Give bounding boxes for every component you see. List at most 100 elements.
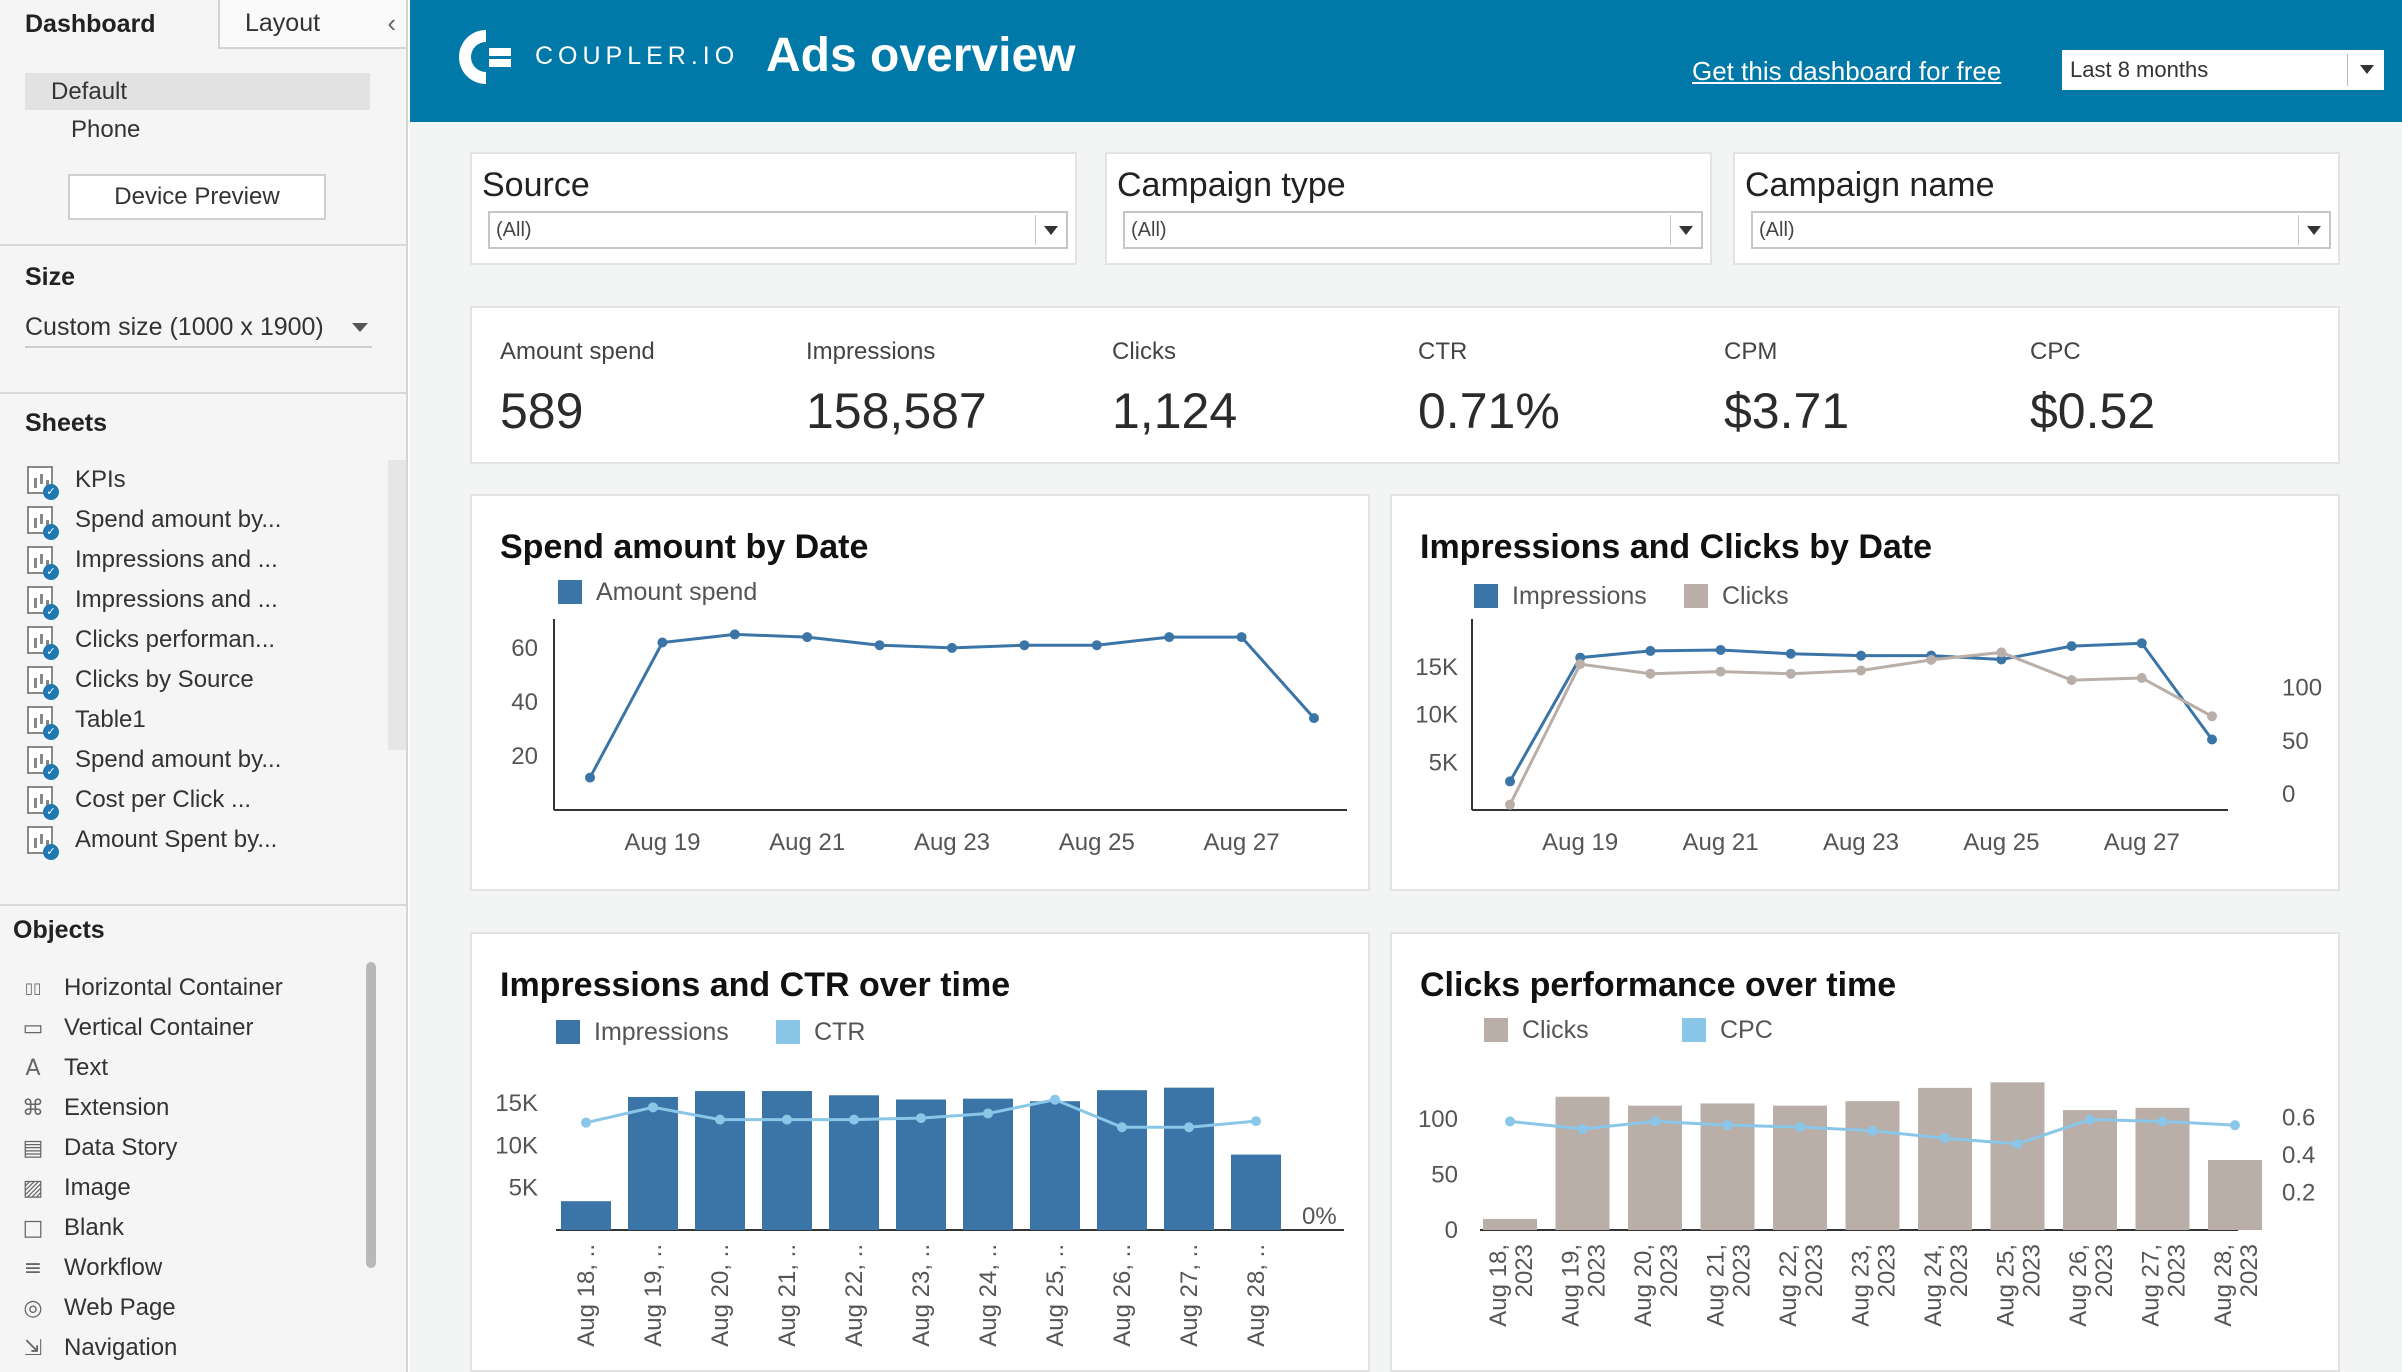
y-tick-label: 20 xyxy=(511,743,538,770)
x-tick-label: 2023 xyxy=(1874,1244,1901,1297)
bar-clicks xyxy=(1483,1218,1537,1230)
device-preview-button[interactable]: Device Preview xyxy=(68,174,326,220)
sheets-scrollbar[interactable] xyxy=(388,460,406,750)
kpi-impressions: Impressions 158,587 xyxy=(806,338,987,440)
bar-impressions xyxy=(628,1096,678,1230)
bar-impressions xyxy=(762,1091,812,1230)
bar-impressions xyxy=(1164,1087,1214,1230)
object-item[interactable]: ▭ Vertical Container xyxy=(20,1010,254,1046)
sheet-item[interactable]: ✓ Clicks by Source xyxy=(27,662,254,700)
data-point xyxy=(2207,734,2217,745)
dashboard-header: COUPLER.IO Ads overview Get this dashboa… xyxy=(410,0,2402,122)
object-item[interactable]: ⌘ Extension xyxy=(20,1090,169,1126)
size-select[interactable]: Custom size (1000 x 1900) xyxy=(25,308,372,348)
legend-swatch xyxy=(1684,584,1708,608)
x-tick-label: 2023 xyxy=(1801,1244,1828,1297)
dashboard-canvas: COUPLER.IO Ads overview Get this dashboa… xyxy=(410,0,2402,1372)
kpi-ctr: CTR 0.71% xyxy=(1418,338,1560,440)
page-title: Ads overview xyxy=(766,29,1076,82)
filter-campaign-type-select[interactable]: (All) xyxy=(1123,211,1703,249)
object-item[interactable]: ⇲ Navigation xyxy=(20,1330,178,1366)
sheet-item[interactable]: ✓ Spend amount by... xyxy=(27,742,281,780)
x-tick-label: Aug 25 xyxy=(1963,829,2039,856)
data-point xyxy=(1050,1094,1060,1105)
y2-tick-label: 0.2 xyxy=(2282,1180,2315,1207)
data-point xyxy=(1184,1122,1194,1133)
data-story-icon: ▤ xyxy=(22,1135,44,1161)
object-item[interactable]: ▤ Data Story xyxy=(20,1130,178,1166)
tab-dashboard[interactable]: Dashboard xyxy=(0,0,218,49)
sheet-item[interactable]: ✓ Impressions and ... xyxy=(27,582,278,620)
sheet-chart-icon: ✓ xyxy=(27,586,59,620)
kpi-label: Amount spend xyxy=(500,338,655,365)
sheet-item[interactable]: ✓ Amount Spent by... xyxy=(27,822,277,860)
bar-clicks xyxy=(2063,1110,2117,1230)
y2-tick-label: 0 xyxy=(2282,781,2295,808)
device-default[interactable]: Default xyxy=(25,73,370,110)
object-item-label: Blank xyxy=(64,1214,125,1241)
data-point xyxy=(2136,638,2147,649)
object-item-label: Text xyxy=(64,1054,109,1081)
filter-campaign-name-label: Campaign name xyxy=(1745,166,1995,204)
x-tick-label: Aug 20, xyxy=(1630,1244,1657,1327)
device-phone[interactable]: Phone xyxy=(71,115,141,143)
chart-title: Impressions and CTR over time xyxy=(500,966,1011,1004)
size-select-value: Custom size (1000 x 1900) xyxy=(25,312,324,341)
object-item-label: Image xyxy=(64,1174,131,1201)
kpi-label: Impressions xyxy=(806,338,936,365)
check-badge-icon: ✓ xyxy=(43,724,59,740)
filter-campaign-name: Campaign name (All) xyxy=(1733,152,2340,265)
object-item[interactable]: □ Blank xyxy=(20,1210,124,1246)
filter-source-select[interactable]: (All) xyxy=(488,211,1068,249)
data-point xyxy=(1164,632,1175,643)
sheet-item[interactable]: ✓ Cost per Click ... xyxy=(27,782,252,820)
image-icon: ▨ xyxy=(22,1175,44,1201)
sheet-item-label: Cost per Click ... xyxy=(75,786,252,813)
extension-icon: ⌘ xyxy=(22,1095,44,1121)
y-tick-label: 40 xyxy=(511,689,538,716)
x-tick-label: Aug 22, .. xyxy=(841,1244,868,1347)
sheet-item[interactable]: ✓ Spend amount by... xyxy=(27,502,281,540)
chevron-down-icon xyxy=(2360,65,2374,74)
x-tick-label: 2023 xyxy=(2164,1244,2191,1297)
collapse-panel-icon[interactable]: ‹ xyxy=(387,8,396,38)
sheet-item[interactable]: ✓ Clicks performan... xyxy=(27,622,275,660)
objects-scrollbar[interactable] xyxy=(366,962,376,1268)
check-badge-icon: ✓ xyxy=(43,644,59,660)
bar-clicks xyxy=(1918,1087,1972,1230)
select-separator xyxy=(1670,215,1671,245)
chart-svg: Impressions Clicks 15K 10K 5K 100 50 0 Aug 19 Aug… xyxy=(1415,582,2322,856)
sheet-item[interactable]: ✓ Table1 xyxy=(27,702,146,740)
data-point xyxy=(648,1102,658,1113)
data-point xyxy=(1505,799,1515,810)
legend-label: Amount spend xyxy=(596,578,757,606)
data-point xyxy=(1722,1120,1733,1131)
chart-clicks-performance: Clicks performance over time Clicks CPC 10… xyxy=(1390,932,2340,1372)
sheet-chart-icon: ✓ xyxy=(27,786,59,820)
period-select[interactable]: Last 8 months xyxy=(2062,50,2384,90)
data-point xyxy=(2230,1120,2240,1131)
object-item[interactable]: ≡ Workflow xyxy=(20,1250,162,1286)
object-item[interactable]: A Text xyxy=(20,1050,108,1086)
x-tick-label: Aug 26, xyxy=(2065,1244,2092,1327)
sheet-item[interactable]: ✓ Impressions and ... xyxy=(27,542,278,580)
get-dashboard-link[interactable]: Get this dashboard for free xyxy=(1692,56,2002,86)
sheet-item[interactable]: ✓ KPIs xyxy=(27,462,126,500)
filter-campaign-name-select[interactable]: (All) xyxy=(1751,211,2331,249)
series-line-impressions xyxy=(1508,641,2214,783)
legend-label: Clicks xyxy=(1522,1016,1589,1044)
x-tick-label: 2023 xyxy=(2091,1244,2118,1297)
object-item[interactable]: ◎ Web Page xyxy=(20,1290,175,1326)
object-item-label: Navigation xyxy=(64,1334,178,1361)
blank-icon: □ xyxy=(22,1215,44,1241)
data-point xyxy=(1856,650,1866,661)
tab-layout[interactable]: Layout ‹ xyxy=(218,0,406,49)
y-tick-label: 10K xyxy=(495,1132,538,1159)
data-point xyxy=(1715,644,1726,655)
object-item[interactable]: ▯▯ Horizontal Container xyxy=(20,970,283,1006)
x-tick-label: Aug 19 xyxy=(624,829,700,856)
object-item[interactable]: ▨ Image xyxy=(20,1170,131,1206)
navigation-icon: ⇲ xyxy=(23,1335,43,1361)
y-tick-label: 5K xyxy=(1429,749,1458,776)
